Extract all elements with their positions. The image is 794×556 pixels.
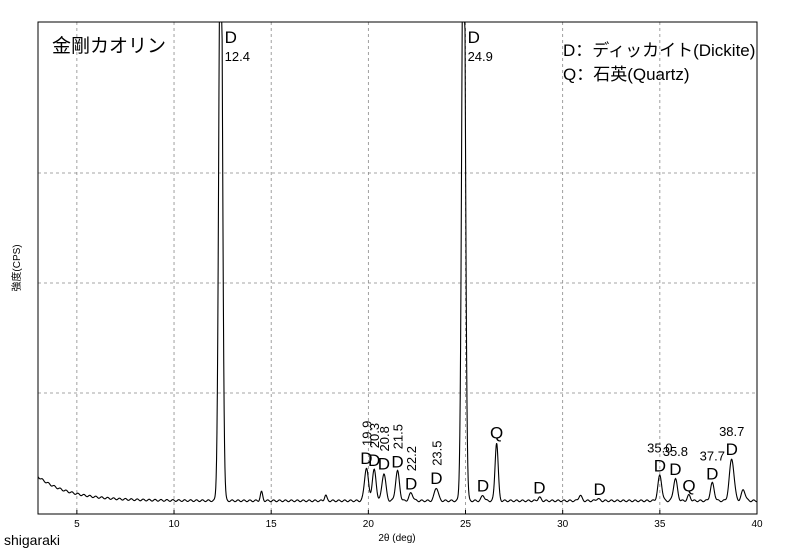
peak-value: 19.9 xyxy=(359,421,374,446)
peak-marker: D xyxy=(669,460,681,479)
peak-marker: D xyxy=(430,469,442,488)
peak-value: 38.7 xyxy=(719,424,744,439)
peak-value: 21.5 xyxy=(391,424,406,449)
footer-label: shigaraki xyxy=(4,532,61,548)
peak-marker: D xyxy=(368,451,380,470)
peak-value: 35.0 xyxy=(647,441,672,456)
chart-title: 金剛カオリン xyxy=(52,35,166,57)
legend-dickite: D：ディッカイト(Dickite) xyxy=(563,40,755,60)
grid-lines xyxy=(38,22,757,514)
x-tick-label: 5 xyxy=(74,519,80,530)
peak-marker: D xyxy=(391,452,403,471)
legend-quartz: Q：石英(Quartz) xyxy=(563,65,690,84)
peak-marker: D xyxy=(477,477,489,496)
x-tick-label: 30 xyxy=(557,519,569,530)
peak-value: 23.5 xyxy=(429,440,444,465)
plot-frame xyxy=(37,21,758,515)
peak-marker: Q xyxy=(682,477,695,496)
peak-labels: D12.4D24.9D19.9D20.3D20.8D21.5D22.2D23.5… xyxy=(225,28,745,499)
diffraction-trace xyxy=(37,21,758,503)
peak-value: 12.4 xyxy=(225,49,250,64)
peak-marker: D xyxy=(533,479,545,498)
peak-marker: D xyxy=(468,28,480,47)
peak-value: 24.9 xyxy=(468,49,493,64)
x-tick-label: 15 xyxy=(266,519,278,530)
x-tick-label: 20 xyxy=(363,519,375,530)
peak-marker: D xyxy=(405,474,417,493)
peak-value: 37.7 xyxy=(700,448,725,463)
peak-value: 20.3 xyxy=(367,423,382,448)
x-tick-label: 35 xyxy=(654,519,666,530)
peak-marker: D xyxy=(706,464,718,483)
peak-value: 35.8 xyxy=(663,444,688,459)
x-tick-label: 10 xyxy=(168,519,180,530)
peak-marker: D xyxy=(378,455,390,474)
y-axis-label: 強度(CPS) xyxy=(10,244,23,291)
peak-marker: D xyxy=(593,480,605,499)
peak-value: 20.8 xyxy=(377,426,392,451)
peak-marker: Q xyxy=(490,424,503,443)
peak-marker: D xyxy=(654,457,666,476)
x-axis-ticks: 5 10 15 20 25 30 35 40 xyxy=(74,510,763,530)
peak-marker: D xyxy=(726,440,738,459)
x-tick-label: 25 xyxy=(460,519,472,530)
x-tick-label: 40 xyxy=(751,519,763,530)
x-axis-label: 2θ (deg) xyxy=(378,533,415,544)
peak-marker: D xyxy=(360,449,372,468)
peak-value: 22.2 xyxy=(404,446,419,471)
peak-marker: D xyxy=(225,28,237,47)
